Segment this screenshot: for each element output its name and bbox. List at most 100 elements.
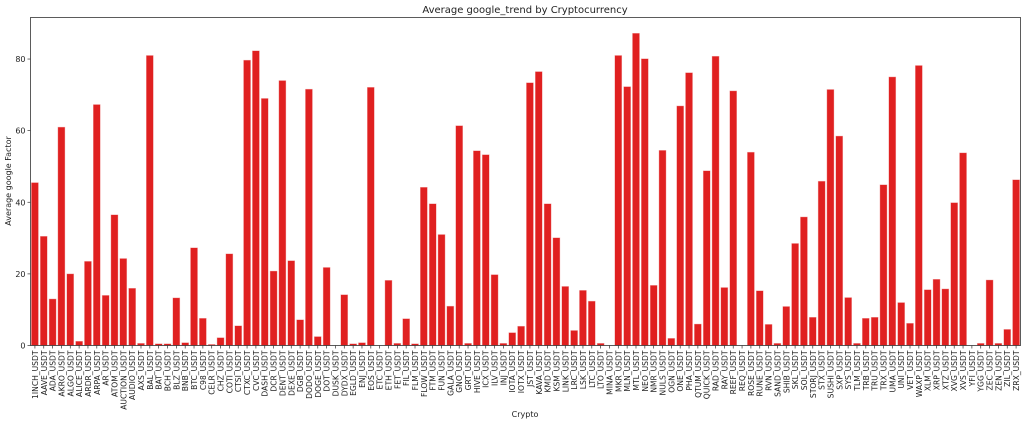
bar-FTM_USDT bbox=[428, 203, 437, 346]
bar-ZEC_USDT bbox=[985, 279, 994, 346]
bar-MTL_USDT bbox=[632, 33, 640, 346]
bar-WAXP_USDT bbox=[915, 65, 923, 346]
x-tick-label: LTC_USDT bbox=[588, 350, 597, 388]
bar-BNB_USDT bbox=[181, 342, 189, 346]
x-tick-label: ETC_USDT bbox=[376, 350, 385, 389]
bar-QUICK_USDT bbox=[702, 170, 711, 346]
x-tick-label: QUICK_USDT bbox=[703, 350, 712, 399]
bar-SKL_USDT bbox=[791, 243, 799, 346]
x-tick-label: REQ_USDT bbox=[738, 350, 747, 391]
x-tick-label: INJ_USDT bbox=[499, 350, 508, 385]
x-tick-label: AKRO_USDT bbox=[57, 350, 66, 396]
bar-C98_USDT bbox=[199, 318, 207, 346]
x-tick-label: KMD_USDT bbox=[544, 350, 553, 392]
bar-JST_USDT bbox=[526, 82, 534, 346]
y-tick-label: 60 bbox=[15, 127, 25, 136]
bar-SUSHI_USDT bbox=[826, 89, 835, 346]
bar-1INCH_USDT bbox=[31, 182, 39, 346]
x-tick-label: RAD_USDT bbox=[712, 350, 721, 391]
x-tick-label: FIL_USDT bbox=[402, 350, 411, 386]
bar-ILV_USDT bbox=[490, 274, 499, 346]
x-tick-label: BAL_USDT bbox=[146, 350, 155, 390]
bar-DASH_USDT bbox=[261, 98, 269, 346]
x-tick-label: STX_USDT bbox=[818, 350, 827, 390]
bar-MKR_USDT bbox=[614, 55, 623, 346]
x-tick-label: AR_USDT bbox=[102, 350, 111, 385]
bar-KSM_USDT bbox=[552, 237, 561, 346]
x-tick-label: ILV_USDT bbox=[491, 350, 500, 386]
x-tick-label: NEO_USDT bbox=[641, 350, 650, 391]
x-tick-label: ZEN_USDT bbox=[994, 350, 1003, 391]
x-tick-label: CELR_USDT bbox=[208, 350, 217, 395]
x-tick-label: DODO_USDT bbox=[305, 350, 314, 399]
x-tick-label: REEF_USDT bbox=[729, 350, 738, 394]
bar-ENJ_USDT bbox=[358, 342, 366, 346]
x-tick-label: SXP_USDT bbox=[835, 350, 844, 390]
bar-KAVA_USDT bbox=[535, 71, 543, 346]
bar-STX_USDT bbox=[817, 180, 826, 346]
x-tick-label: XVG_USDT bbox=[950, 350, 959, 391]
x-tick-label: SKL_USDT bbox=[791, 350, 800, 389]
x-tick-label: DCR_USDT bbox=[270, 350, 279, 391]
x-tick-label: ATOM_USDT bbox=[110, 350, 119, 397]
bar-BAL_USDT bbox=[146, 55, 154, 346]
x-tick-label: SHIB_USDT bbox=[782, 350, 791, 393]
x-tick-label: NMR_USDT bbox=[650, 350, 659, 393]
x-tick-label: ARPA_USDT bbox=[93, 350, 102, 395]
bar-DOT_USDT bbox=[322, 267, 331, 346]
x-tick-label: MTL_USDT bbox=[632, 350, 641, 390]
bar-SOL_USDT bbox=[800, 216, 808, 346]
bar-ARPA_USDT bbox=[93, 104, 101, 346]
x-tick-label: SYS_USDT bbox=[844, 350, 853, 389]
bar-KMD_USDT bbox=[543, 203, 552, 346]
bar-OGN_USDT bbox=[667, 338, 676, 346]
x-tick-label: ZIL_USDT bbox=[1003, 350, 1012, 387]
bar-CHZ_USDT bbox=[216, 337, 225, 346]
x-tick-label: XLM_USDT bbox=[924, 350, 933, 391]
x-tick-label: FLOW_USDT bbox=[420, 350, 429, 397]
x-tick-label: GRT_USDT bbox=[464, 350, 473, 390]
x-tick-label: ENJ_USDT bbox=[358, 350, 367, 388]
bar-NMR_USDT bbox=[649, 285, 658, 346]
x-tick-label: ALGO_USDT bbox=[66, 350, 75, 396]
bar-ATOM_USDT bbox=[110, 214, 119, 346]
x-tick-label: TRX_USDT bbox=[879, 350, 888, 391]
x-tick-label: BLZ_USDT bbox=[172, 350, 181, 390]
bar-ALICE_USDT bbox=[75, 341, 83, 346]
x-tick-label: SAND_USDT bbox=[773, 350, 782, 397]
x-tick-label: ZEC_USDT bbox=[986, 350, 995, 390]
bar-SHIB_USDT bbox=[782, 306, 790, 346]
bar-XVS_USDT bbox=[959, 152, 967, 346]
bar-ARDR_USDT bbox=[84, 261, 92, 346]
plot-frame bbox=[30, 17, 1021, 346]
bar-XRP_USDT bbox=[932, 279, 941, 346]
x-tick-label: ICX_USDT bbox=[482, 350, 491, 388]
x-tick-label: FLM_USDT bbox=[411, 350, 420, 390]
x-tick-label: PHA_USDT bbox=[685, 350, 694, 391]
x-tick-label: ALICE_USDT bbox=[75, 350, 84, 397]
x-axis-label: Crypto bbox=[512, 410, 539, 419]
x-tick-label: BAT_USDT bbox=[155, 350, 164, 389]
bar-XVG_USDT bbox=[950, 202, 958, 346]
bar-ETH_USDT bbox=[384, 280, 393, 346]
x-tick-label: DASH_USDT bbox=[261, 350, 270, 396]
x-tick-label: GNO_USDT bbox=[455, 350, 464, 393]
x-tick-label: AUDIO_USDT bbox=[128, 350, 137, 400]
x-tick-label: MKR_USDT bbox=[614, 350, 623, 392]
x-tick-label: KSM_USDT bbox=[552, 350, 561, 391]
bar-UNI_USDT bbox=[897, 302, 905, 346]
x-tick-label: DOGE_USDT bbox=[314, 350, 323, 398]
bar-REEF_USDT bbox=[729, 90, 737, 346]
bar-ADA_USDT bbox=[48, 298, 57, 346]
x-tick-label: DGB_USDT bbox=[296, 350, 305, 392]
bar-STORJ_USDT bbox=[809, 317, 817, 346]
x-tick-label: OGN_USDT bbox=[667, 350, 676, 393]
bar-XLM_USDT bbox=[923, 289, 932, 346]
x-tick-label: RVN_USDT bbox=[765, 350, 774, 391]
x-tick-label: BCH_USDT bbox=[164, 350, 173, 391]
bar-DCR_USDT bbox=[269, 270, 278, 346]
x-tick-label: GALA_USDT bbox=[446, 350, 455, 396]
bar-CTXC_USDT bbox=[243, 59, 251, 346]
bar-COTI_USDT bbox=[225, 253, 234, 346]
